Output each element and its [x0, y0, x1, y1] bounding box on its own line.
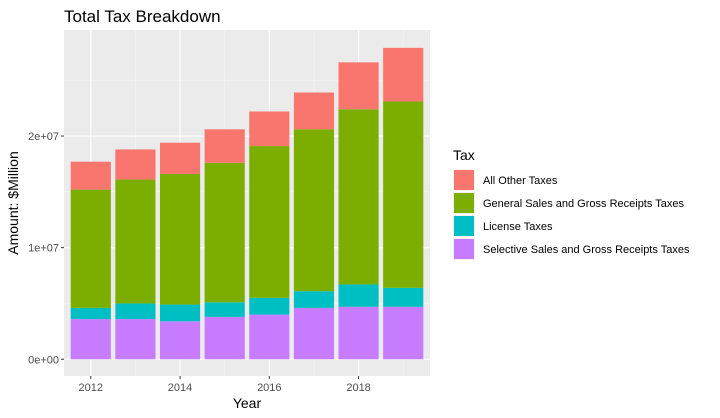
bar-license-taxes-2018	[338, 284, 379, 307]
bar-selective-sales-and-gross-receipts-taxes-2019	[383, 306, 424, 360]
legend-swatch	[454, 239, 474, 259]
y-axis-title: Amount: $Million	[5, 151, 21, 255]
y-axis: 0e+00 1e+07 2e+07	[28, 131, 64, 366]
bar-general-sales-and-gross-receipts-taxes-2013	[115, 179, 156, 304]
legend-swatch	[454, 216, 474, 236]
bar-license-taxes-2012	[70, 307, 111, 320]
bar-license-taxes-2013	[115, 303, 156, 320]
bar-all-other-taxes-2019	[383, 47, 424, 102]
bar-general-sales-and-gross-receipts-taxes-2018	[338, 109, 379, 285]
bar-general-sales-and-gross-receipts-taxes-2012	[70, 189, 111, 308]
bar-selective-sales-and-gross-receipts-taxes-2013	[115, 319, 156, 360]
legend-swatch	[454, 193, 474, 213]
y-tick-label: 1e+07	[28, 243, 59, 255]
bars	[70, 47, 424, 360]
x-axis: 2012 2014 2016 2018	[79, 376, 371, 394]
legend-label: Selective Sales and Gross Receipts Taxes	[483, 244, 690, 256]
chart-title: Total Tax Breakdown	[64, 7, 221, 26]
legend-label: General Sales and Gross Receipts Taxes	[483, 198, 684, 210]
bar-general-sales-and-gross-receipts-taxes-2014	[159, 173, 201, 305]
bar-all-other-taxes-2018	[338, 62, 379, 110]
bar-selective-sales-and-gross-receipts-taxes-2014	[159, 321, 201, 360]
legend-label: License Taxes	[483, 221, 553, 233]
legend-title: Tax	[453, 147, 475, 163]
bar-selective-sales-and-gross-receipts-taxes-2017	[293, 307, 335, 360]
x-tick-label: 2014	[168, 382, 192, 394]
bar-all-other-taxes-2015	[204, 129, 245, 163]
bar-all-other-taxes-2012	[70, 161, 111, 190]
bar-selective-sales-and-gross-receipts-taxes-2012	[70, 319, 111, 360]
bar-all-other-taxes-2013	[115, 149, 156, 180]
bar-all-other-taxes-2017	[293, 92, 335, 130]
bar-all-other-taxes-2014	[159, 142, 201, 174]
x-axis-title: Year	[233, 395, 262, 411]
legend-swatch	[454, 170, 474, 190]
bar-license-taxes-2014	[159, 304, 201, 322]
bar-license-taxes-2017	[293, 291, 335, 308]
bar-general-sales-and-gross-receipts-taxes-2017	[293, 129, 335, 292]
bar-selective-sales-and-gross-receipts-taxes-2016	[249, 314, 290, 360]
bar-selective-sales-and-gross-receipts-taxes-2018	[338, 306, 379, 360]
legend: Tax All Other Taxes General Sales and Gro…	[453, 147, 690, 260]
x-tick-label: 2018	[346, 382, 370, 394]
x-tick-label: 2016	[257, 382, 281, 394]
bar-general-sales-and-gross-receipts-taxes-2015	[204, 162, 245, 303]
y-tick-label: 0e+00	[28, 354, 59, 366]
bar-general-sales-and-gross-receipts-taxes-2016	[249, 146, 290, 298]
bar-license-taxes-2016	[249, 297, 290, 315]
bar-general-sales-and-gross-receipts-taxes-2019	[383, 101, 424, 288]
legend-label: All Other Taxes	[483, 175, 558, 187]
bar-selective-sales-and-gross-receipts-taxes-2015	[204, 316, 245, 360]
x-tick-label: 2012	[79, 382, 103, 394]
bar-all-other-taxes-2016	[249, 111, 290, 147]
y-tick-label: 2e+07	[28, 131, 59, 143]
bar-license-taxes-2019	[383, 287, 424, 307]
bar-license-taxes-2015	[204, 302, 245, 317]
